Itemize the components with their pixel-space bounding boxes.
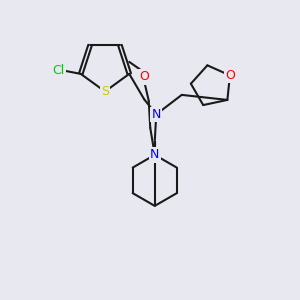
Text: N: N bbox=[152, 108, 161, 121]
Text: O: O bbox=[225, 69, 235, 82]
Text: O: O bbox=[139, 70, 149, 83]
Text: Cl: Cl bbox=[52, 64, 64, 77]
Text: S: S bbox=[101, 85, 109, 98]
Text: N: N bbox=[150, 148, 159, 161]
